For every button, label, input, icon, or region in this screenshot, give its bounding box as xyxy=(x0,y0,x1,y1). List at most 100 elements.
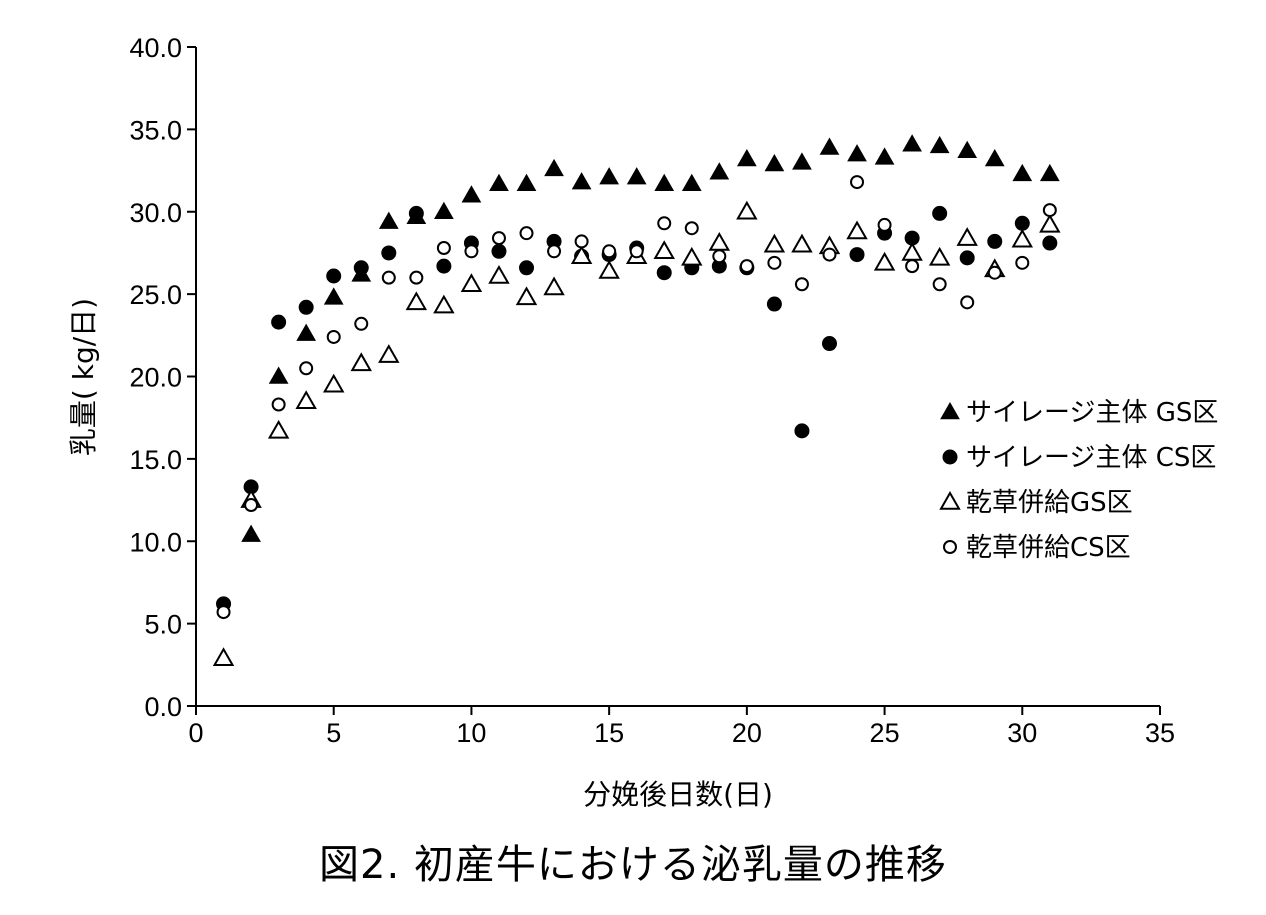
gs-silage-point xyxy=(296,323,317,341)
legend-marker xyxy=(943,540,957,554)
gs-silage-point xyxy=(847,144,867,162)
gs-hay-point xyxy=(267,419,290,439)
legend-label: 乾草併給CS区 xyxy=(966,533,1131,563)
cs-hay-point xyxy=(767,255,782,270)
cs-silage-point xyxy=(766,296,782,312)
gs-hay-point xyxy=(570,245,593,264)
legend-marker xyxy=(942,449,958,465)
cs-hay-point xyxy=(987,265,1002,280)
y-tick-label: 10.0 xyxy=(129,527,182,557)
cs-silage-point xyxy=(1042,235,1058,251)
cs-hay-point xyxy=(409,270,424,285)
gs-silage-point xyxy=(874,147,895,165)
y-tick-label: 35.0 xyxy=(129,115,182,145)
gs-silage-point xyxy=(681,173,702,191)
cs-silage-point xyxy=(491,243,507,259)
gs-hay-point xyxy=(1011,228,1034,248)
y-tick-label: 15.0 xyxy=(129,445,182,475)
cs-hay-point xyxy=(684,221,699,236)
gs-silage-point xyxy=(268,366,289,384)
gs-silage-point xyxy=(323,287,344,305)
x-tick-label: 20 xyxy=(732,718,762,748)
cs-silage-point xyxy=(271,314,287,330)
gs-silage-point xyxy=(764,153,785,172)
cs-silage-point xyxy=(959,250,975,266)
gs-silage-point xyxy=(378,211,399,229)
cs-hay-point xyxy=(822,247,837,262)
gs-silage-point xyxy=(571,172,592,190)
series-2 xyxy=(216,205,1058,612)
cs-silage-point xyxy=(326,268,342,284)
cs-hay-point xyxy=(574,234,589,249)
gs-hay-point xyxy=(873,251,896,271)
cs-hay-point xyxy=(657,216,672,231)
gs-silage-point xyxy=(957,140,978,159)
cs-hay-point xyxy=(1015,255,1030,270)
gs-hay-point xyxy=(653,240,675,260)
gs-hay-point xyxy=(405,291,428,311)
cs-silage-point xyxy=(656,265,672,281)
cs-hay-point xyxy=(519,226,534,241)
gs-hay-point xyxy=(543,276,565,296)
cs-hay-point xyxy=(354,316,369,331)
legend-item: 乾草併給CS区 xyxy=(943,533,1131,563)
y-tick-label: 0.0 xyxy=(144,692,182,722)
legend-label: 乾草併給GS区 xyxy=(966,488,1133,518)
x-tick-label: 5 xyxy=(326,718,341,748)
gs-silage-point xyxy=(599,167,620,185)
y-ticks: 0.0 5.0 10.0 15.0 20.0 25.0 30.0 35.0 40.0 xyxy=(129,33,196,722)
gs-silage-point xyxy=(929,135,950,154)
gs-hay-point xyxy=(295,390,317,409)
cs-hay-point xyxy=(271,397,286,412)
cs-hay-point xyxy=(464,244,479,259)
gs-hay-point xyxy=(598,260,620,279)
gs-hay-point xyxy=(708,232,731,251)
data-points xyxy=(212,134,1061,666)
chart-title: 図2. 初産牛における泌乳量の推移 xyxy=(319,842,947,888)
gs-hay-point xyxy=(928,246,951,266)
gs-hay-point xyxy=(460,273,483,292)
gs-silage-point xyxy=(709,162,730,180)
gs-hay-point xyxy=(736,200,758,220)
gs-hay-point xyxy=(846,220,868,240)
legend-label: サイレージ主体 GS区 xyxy=(966,398,1218,428)
cs-silage-point xyxy=(381,245,397,261)
cs-hay-point xyxy=(877,217,892,232)
gs-hay-point xyxy=(1039,213,1061,233)
y-tick-label: 25.0 xyxy=(129,280,182,310)
gs-hay-point xyxy=(956,227,978,246)
y-tick-label: 30.0 xyxy=(129,198,182,228)
x-tick-label: 30 xyxy=(1007,718,1037,748)
gs-silage-point xyxy=(1039,163,1060,182)
series-3 xyxy=(212,200,1061,666)
x-tick-label: 10 xyxy=(456,718,486,748)
cs-silage-point xyxy=(353,260,369,276)
gs-silage-point xyxy=(241,524,261,542)
cs-silage-point xyxy=(408,205,424,221)
x-axis-label: 分娩後日数(日) xyxy=(583,778,773,811)
cs-silage-point xyxy=(987,233,1003,249)
x-tick-label: 15 xyxy=(594,718,624,748)
cs-hay-point xyxy=(905,259,920,274)
gs-silage-point xyxy=(792,152,812,170)
gs-silage-point xyxy=(434,201,454,219)
gs-silage-point xyxy=(626,167,647,185)
cs-hay-point xyxy=(629,244,644,259)
cs-hay-point xyxy=(547,244,562,259)
cs-silage-point xyxy=(519,260,535,276)
gs-hay-point xyxy=(681,246,703,266)
x-ticks: 0 5 10 15 20 25 30 35 xyxy=(188,706,1175,748)
cs-silage-point xyxy=(436,258,452,274)
gs-silage-point xyxy=(544,158,564,177)
gs-hay-point xyxy=(350,352,372,372)
gs-silage-point xyxy=(654,173,675,191)
gs-silage-point xyxy=(819,137,840,155)
x-tick-label: 25 xyxy=(870,718,900,748)
y-tick-label: 20.0 xyxy=(129,363,182,393)
cs-hay-point xyxy=(794,277,809,292)
legend-marker xyxy=(940,401,960,420)
x-tick-label: 0 xyxy=(188,718,203,748)
gs-silage-point xyxy=(461,185,482,203)
gs-hay-point xyxy=(433,294,455,314)
y-axis-label: 乳量( kg/日) xyxy=(67,298,100,456)
